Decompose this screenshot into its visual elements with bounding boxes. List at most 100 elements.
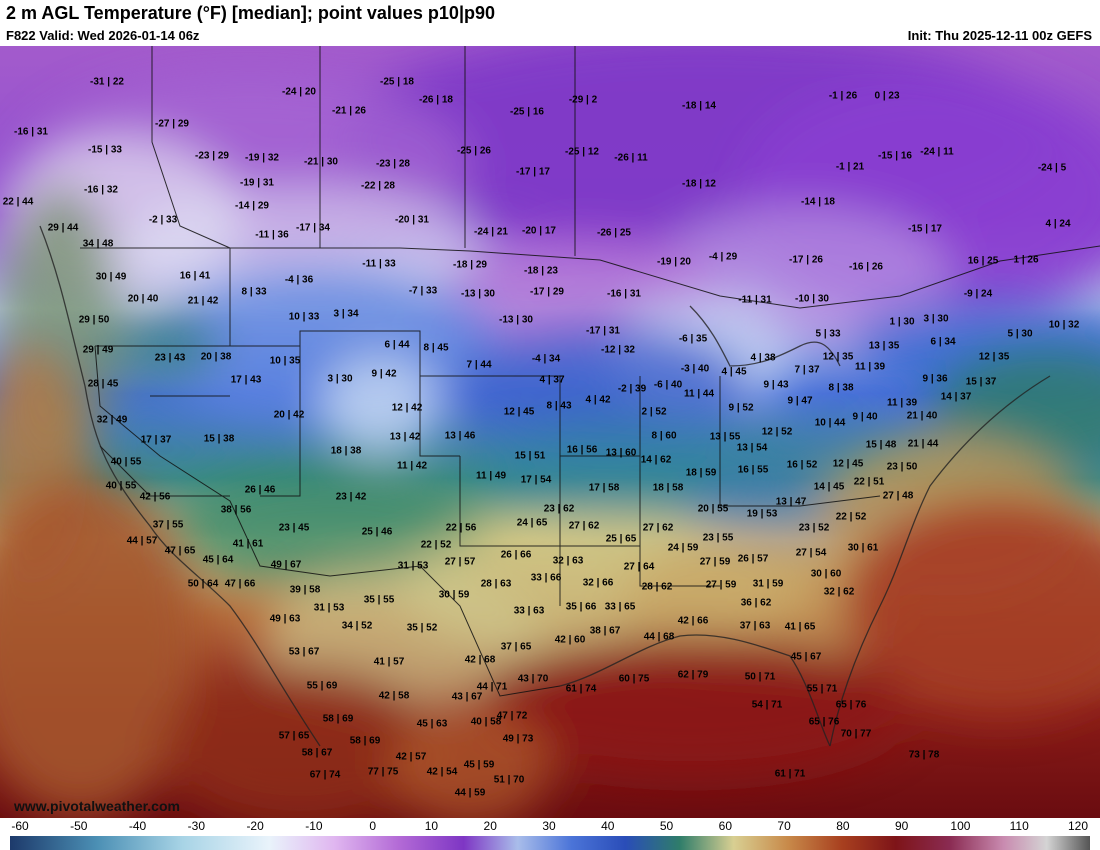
border-lines — [80, 46, 1100, 697]
point-value-label: -27 | 29 — [155, 118, 189, 130]
point-value-label: 43 | 67 — [451, 691, 483, 703]
colorbar-tick-label: 80 — [836, 819, 850, 833]
point-value-label: 8 | 38 — [828, 382, 854, 394]
point-value-label: -19 | 31 — [240, 177, 274, 189]
colorbar-strip — [10, 836, 1090, 850]
colorbar-tick-label: 20 — [483, 819, 497, 833]
point-value-label: -14 | 29 — [235, 200, 269, 212]
point-value-label: -1 | 26 — [828, 90, 858, 102]
point-value-label: -26 | 11 — [614, 152, 648, 164]
point-value-label: 70 | 77 — [840, 728, 872, 740]
point-value-label: 27 | 62 — [642, 522, 674, 534]
point-value-label: 49 | 67 — [270, 559, 302, 571]
point-value-label: 37 | 55 — [152, 519, 184, 531]
point-value-label: 10 | 35 — [269, 355, 301, 367]
point-value-label: 23 | 52 — [798, 522, 830, 534]
point-value-label: -22 | 28 — [361, 180, 395, 192]
point-value-label: 17 | 37 — [140, 434, 172, 446]
point-value-label: -3 | 40 — [680, 363, 710, 375]
point-value-label: 19 | 53 — [746, 508, 778, 520]
point-value-label: -24 | 5 — [1037, 162, 1067, 174]
point-value-label: 4 | 42 — [585, 394, 611, 406]
point-value-label: 27 | 62 — [568, 520, 600, 532]
point-value-label: 20 | 42 — [273, 409, 305, 421]
point-value-label: 58 | 69 — [322, 713, 354, 725]
point-value-label: -16 | 31 — [607, 288, 641, 300]
point-value-label: 11 | 39 — [886, 397, 918, 409]
point-value-label: 1 | 30 — [889, 316, 915, 328]
point-value-label: 16 | 52 — [786, 459, 818, 471]
point-value-label: 27 | 54 — [795, 547, 827, 559]
point-value-label: 9 | 42 — [371, 368, 397, 380]
colorbar-tick-label: 100 — [950, 819, 971, 833]
point-value-label: 26 | 66 — [500, 549, 532, 561]
point-value-label: 31 | 59 — [752, 578, 784, 590]
point-value-label: 27 | 59 — [705, 579, 737, 591]
point-value-label: -12 | 32 — [601, 344, 635, 356]
point-value-label: -17 | 17 — [516, 166, 550, 178]
point-value-label: 27 | 59 — [699, 556, 731, 568]
point-value-label: 18 | 58 — [652, 482, 684, 494]
point-value-label: 11 | 42 — [396, 460, 428, 472]
point-value-label: 61 | 74 — [565, 683, 597, 695]
point-value-label: 18 | 38 — [330, 445, 362, 457]
temperature-map[interactable]: -31 | 22 -25 | 18 -24 | 20 -26 | 18 -21 | 26… — [0, 46, 1100, 818]
point-value-label: 26 | 46 — [244, 484, 276, 496]
point-value-label: 30 | 59 — [438, 589, 470, 601]
colorbar-tick-label: -30 — [187, 819, 205, 833]
point-value-label: -25 | 12 — [565, 146, 599, 158]
point-value-label: 42 | 66 — [677, 615, 709, 627]
point-value-label: 15 | 37 — [965, 376, 997, 388]
point-value-label: -11 | 36 — [255, 229, 289, 241]
point-value-label: 41 | 57 — [373, 656, 405, 668]
point-value-label: 60 | 75 — [618, 673, 650, 685]
point-value-label: 25 | 65 — [605, 533, 637, 545]
point-value-label: 21 | 42 — [187, 295, 219, 307]
colorbar-tick-label: 40 — [601, 819, 615, 833]
point-value-label: 42 | 68 — [464, 654, 496, 666]
point-value-label: -16 | 26 — [849, 261, 883, 273]
point-value-label: 40 | 55 — [105, 480, 137, 492]
colorbar-tick-label: 0 — [369, 819, 376, 833]
point-value-label: 41 | 61 — [232, 538, 264, 550]
point-value-label: 40 | 58 — [470, 716, 502, 728]
point-value-label: 13 | 60 — [605, 447, 637, 459]
point-value-label: 3 | 30 — [923, 313, 949, 325]
point-value-label: -7 | 33 — [408, 285, 438, 297]
point-value-label: -31 | 22 — [90, 76, 124, 88]
point-value-label: 9 | 36 — [922, 373, 948, 385]
point-value-label: 33 | 63 — [513, 605, 545, 617]
point-value-label: 22 | 51 — [853, 476, 885, 488]
point-value-label: 58 | 69 — [349, 735, 381, 747]
point-value-label: -6 | 40 — [653, 379, 683, 391]
point-value-label: 73 | 78 — [908, 749, 940, 761]
point-value-label: 45 | 63 — [416, 718, 448, 730]
point-value-label: 26 | 57 — [737, 553, 769, 565]
map-title: 2 m AGL Temperature (°F) [median]; point… — [6, 3, 495, 23]
point-value-label: -25 | 16 — [510, 106, 544, 118]
point-value-label: -1 | 21 — [835, 161, 865, 173]
point-value-label: 29 | 49 — [82, 344, 114, 356]
point-value-label: 23 | 50 — [886, 461, 918, 473]
point-value-label: 61 | 71 — [774, 768, 806, 780]
point-value-label: 5 | 30 — [1007, 328, 1033, 340]
point-value-label: 7 | 44 — [466, 359, 492, 371]
point-value-label: 55 | 71 — [806, 683, 838, 695]
point-value-label: 42 | 58 — [378, 690, 410, 702]
point-value-label: 6 | 34 — [930, 336, 956, 348]
point-value-label: -23 | 28 — [376, 158, 410, 170]
colorbar-tick-label: -10 — [305, 819, 323, 833]
point-value-label: 1 | 26 — [1013, 254, 1039, 266]
point-value-label: 30 | 61 — [847, 542, 879, 554]
point-value-label: 9 | 40 — [852, 411, 878, 423]
point-value-label: 4 | 45 — [721, 366, 747, 378]
point-value-label: 11 | 44 — [683, 388, 715, 400]
point-value-label: -15 | 16 — [878, 150, 912, 162]
point-value-label: -23 | 29 — [195, 150, 229, 162]
point-value-label: 54 | 71 — [751, 699, 783, 711]
point-value-label: -18 | 12 — [682, 178, 716, 190]
point-value-label: 31 | 53 — [397, 560, 429, 572]
temperature-field — [0, 46, 1100, 818]
point-value-label: 8 | 33 — [241, 286, 267, 298]
point-value-label: 8 | 45 — [423, 342, 449, 354]
